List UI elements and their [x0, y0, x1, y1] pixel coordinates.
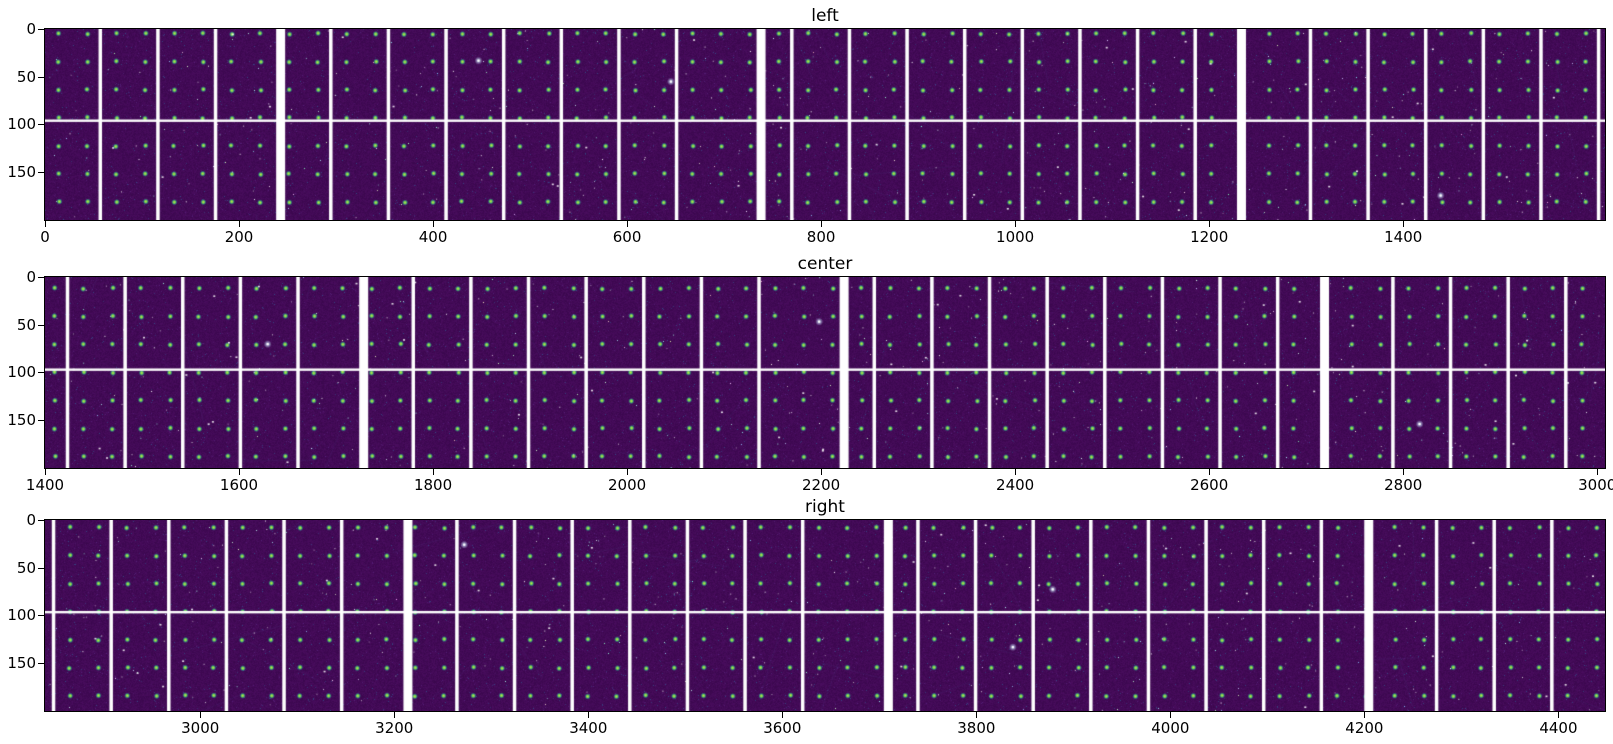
x-tick-mark	[1170, 712, 1172, 718]
x-tick-mark	[1558, 712, 1560, 718]
x-tick-label: 2000	[607, 476, 647, 494]
y-tick-mark	[38, 76, 44, 78]
x-tick-mark	[1364, 712, 1366, 718]
x-tick-mark	[1209, 469, 1211, 475]
x-tick-label: 3600	[763, 719, 802, 737]
x-tick-label: 0	[40, 228, 50, 246]
y-tick-label: 50	[16, 67, 36, 86]
x-tick-mark	[976, 712, 978, 718]
x-tick-mark	[1015, 221, 1017, 227]
x-tick-label: 2800	[1384, 476, 1423, 494]
subplot-center-title: center	[797, 254, 853, 274]
x-tick-mark	[627, 221, 629, 227]
y-tick-label: 0	[26, 511, 36, 529]
x-tick-label: 3000	[181, 719, 220, 737]
y-tick-label: 0	[26, 20, 36, 38]
y-tick-label: 100	[7, 363, 36, 382]
x-tick-label: 400	[418, 228, 448, 246]
y-tick-mark	[38, 324, 44, 326]
x-tick-mark	[239, 469, 241, 475]
x-tick-label: 2600	[1190, 476, 1229, 494]
subplot-right-title: right	[805, 497, 845, 517]
x-tick-label: 3000	[1578, 476, 1613, 494]
x-tick-mark	[1209, 221, 1211, 227]
x-tick-label: 4200	[1345, 719, 1384, 737]
x-tick-label: 800	[806, 228, 836, 246]
y-tick-label: 150	[7, 162, 36, 181]
x-tick-mark	[1015, 469, 1017, 475]
x-tick-mark	[1403, 469, 1405, 475]
x-tick-mark	[433, 221, 435, 227]
y-tick-label: 50	[16, 558, 36, 577]
x-tick-label: 200	[224, 228, 254, 246]
subplot-center-plot-area	[44, 276, 1606, 469]
x-tick-label: 2200	[802, 476, 841, 494]
y-tick-mark	[38, 419, 44, 421]
x-tick-mark	[394, 712, 396, 718]
subplot-right-image	[45, 520, 1605, 711]
y-tick-mark	[38, 615, 44, 617]
x-tick-mark	[1403, 221, 1405, 227]
subplot-left-plot-area	[44, 28, 1606, 221]
subplot-left-image	[45, 29, 1605, 220]
y-tick-label: 0	[26, 268, 36, 286]
x-tick-label: 3200	[375, 719, 414, 737]
y-tick-label: 150	[7, 653, 36, 672]
y-tick-label: 150	[7, 410, 36, 429]
y-tick-mark	[38, 171, 44, 173]
subplot-right-plot-area	[44, 519, 1606, 712]
y-tick-mark	[38, 29, 44, 30]
x-tick-label: 600	[612, 228, 642, 246]
x-tick-label: 1800	[413, 476, 453, 494]
y-tick-mark	[38, 662, 44, 664]
x-tick-label: 4400	[1539, 719, 1578, 737]
y-tick-mark	[38, 520, 44, 521]
x-tick-label: 3400	[569, 719, 608, 737]
x-tick-mark	[821, 221, 823, 227]
x-tick-label: 4000	[1151, 719, 1190, 737]
x-tick-label: 3800	[957, 719, 996, 737]
subplot-center-image	[45, 277, 1605, 468]
x-tick-mark	[45, 221, 46, 227]
subplot-left-title: left	[811, 6, 839, 26]
y-tick-mark	[38, 124, 44, 126]
x-tick-label: 2400	[996, 476, 1035, 494]
x-tick-mark	[588, 712, 590, 718]
x-tick-mark	[239, 221, 241, 227]
y-tick-label: 100	[7, 606, 36, 625]
x-tick-mark	[782, 712, 784, 718]
x-tick-mark	[1597, 469, 1599, 475]
y-tick-mark	[38, 567, 44, 569]
x-tick-label: 1200	[1190, 228, 1229, 246]
x-tick-label: 1000	[996, 228, 1035, 246]
y-tick-label: 100	[7, 115, 36, 134]
x-tick-mark	[433, 469, 435, 475]
y-tick-mark	[38, 277, 44, 278]
x-tick-mark	[821, 469, 823, 475]
x-tick-label: 1600	[219, 476, 259, 494]
y-tick-label: 50	[16, 315, 36, 334]
x-tick-mark	[45, 469, 46, 475]
x-tick-mark	[627, 469, 629, 475]
x-tick-label: 1400	[1384, 228, 1423, 246]
x-tick-mark	[200, 712, 202, 718]
y-tick-mark	[38, 372, 44, 374]
x-tick-label: 1400	[25, 476, 65, 494]
